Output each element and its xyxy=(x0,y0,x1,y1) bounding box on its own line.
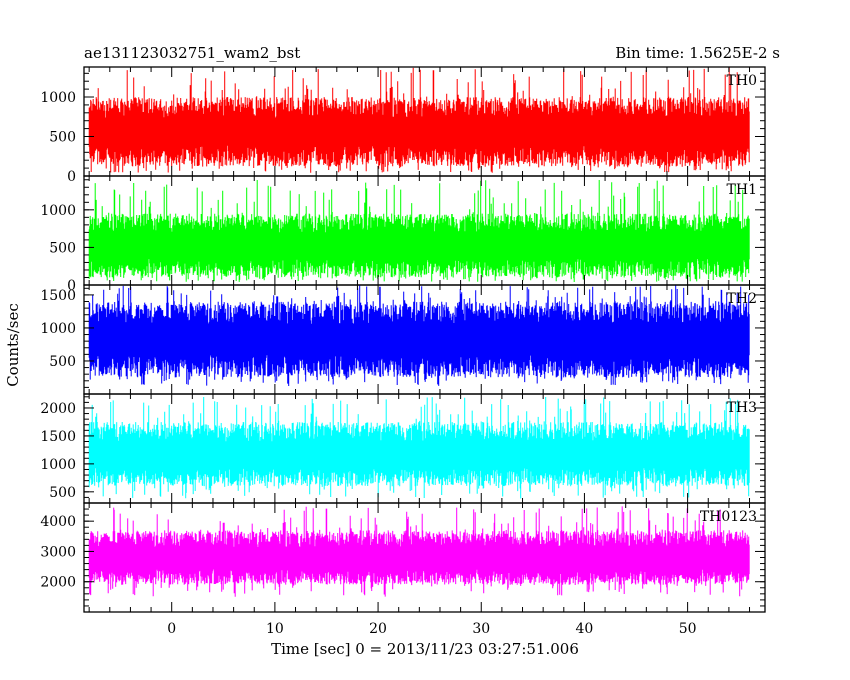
x-tick-label: 40 xyxy=(576,621,594,637)
series-th0 xyxy=(88,67,750,173)
x-tick-label: 0 xyxy=(167,621,176,637)
y-tick-label: 500 xyxy=(49,240,76,256)
panel-th3: 500 1000 1500 2000 TH3 xyxy=(40,393,766,504)
y-tick-label: 2000 xyxy=(40,401,76,417)
panel-th2: 500 1000 1500 TH2 xyxy=(40,284,766,395)
y-tick-label: 3000 xyxy=(40,544,76,560)
panel-label: TH2 xyxy=(727,291,757,307)
x-tick-label: 30 xyxy=(472,621,490,637)
series-th0123 xyxy=(88,506,750,597)
x-axis-title: Time [sec] 0 = 2013/11/23 03:27:51.006 xyxy=(271,640,579,658)
panel-label: TH0 xyxy=(727,73,757,89)
y-tick-label: 1000 xyxy=(40,90,76,106)
x-tick-label: 50 xyxy=(679,621,697,637)
y-tick-label: 1000 xyxy=(40,321,76,337)
panel-th0123: 2000 3000 4000 TH0123 xyxy=(40,502,766,613)
y-tick-label: 4000 xyxy=(40,514,76,530)
panels-group: 0 500 1000 TH0 0 500 1000 TH1 500 1000 1500 TH2 500 1… xyxy=(40,66,766,613)
x-axis: 0 10 20 30 40 50 xyxy=(167,621,696,637)
panel-th0: 0 500 1000 TH0 xyxy=(40,66,766,185)
chart-title: ae131123032751_wam2_bst xyxy=(84,44,300,62)
x-tick-label: 10 xyxy=(266,621,284,637)
panel-label: TH0123 xyxy=(700,509,757,525)
y-tick-label: 1500 xyxy=(40,288,76,304)
panel-label: TH1 xyxy=(727,182,757,198)
x-tick-label: 20 xyxy=(369,621,387,637)
series-th3 xyxy=(88,397,750,499)
bin-time-label: Bin time: 1.5625E-2 s xyxy=(615,44,780,62)
panel-label: TH3 xyxy=(727,400,757,416)
series-th1 xyxy=(88,180,750,282)
series-th2 xyxy=(88,285,750,386)
y-tick-label: 500 xyxy=(49,130,76,146)
y-tick-label: 1500 xyxy=(40,429,76,445)
y-tick-label: 0 xyxy=(67,278,76,294)
panel-th1: 0 500 1000 TH1 xyxy=(40,175,766,294)
y-tick-label: 500 xyxy=(49,354,76,370)
y-tick-label: 1000 xyxy=(40,457,76,473)
y-tick-label: 500 xyxy=(49,485,76,501)
y-tick-label: 1000 xyxy=(40,203,76,219)
y-tick-label: 2000 xyxy=(40,575,76,591)
y-tick-label: 0 xyxy=(67,169,76,185)
y-axis-title: Counts/sec xyxy=(4,303,22,387)
